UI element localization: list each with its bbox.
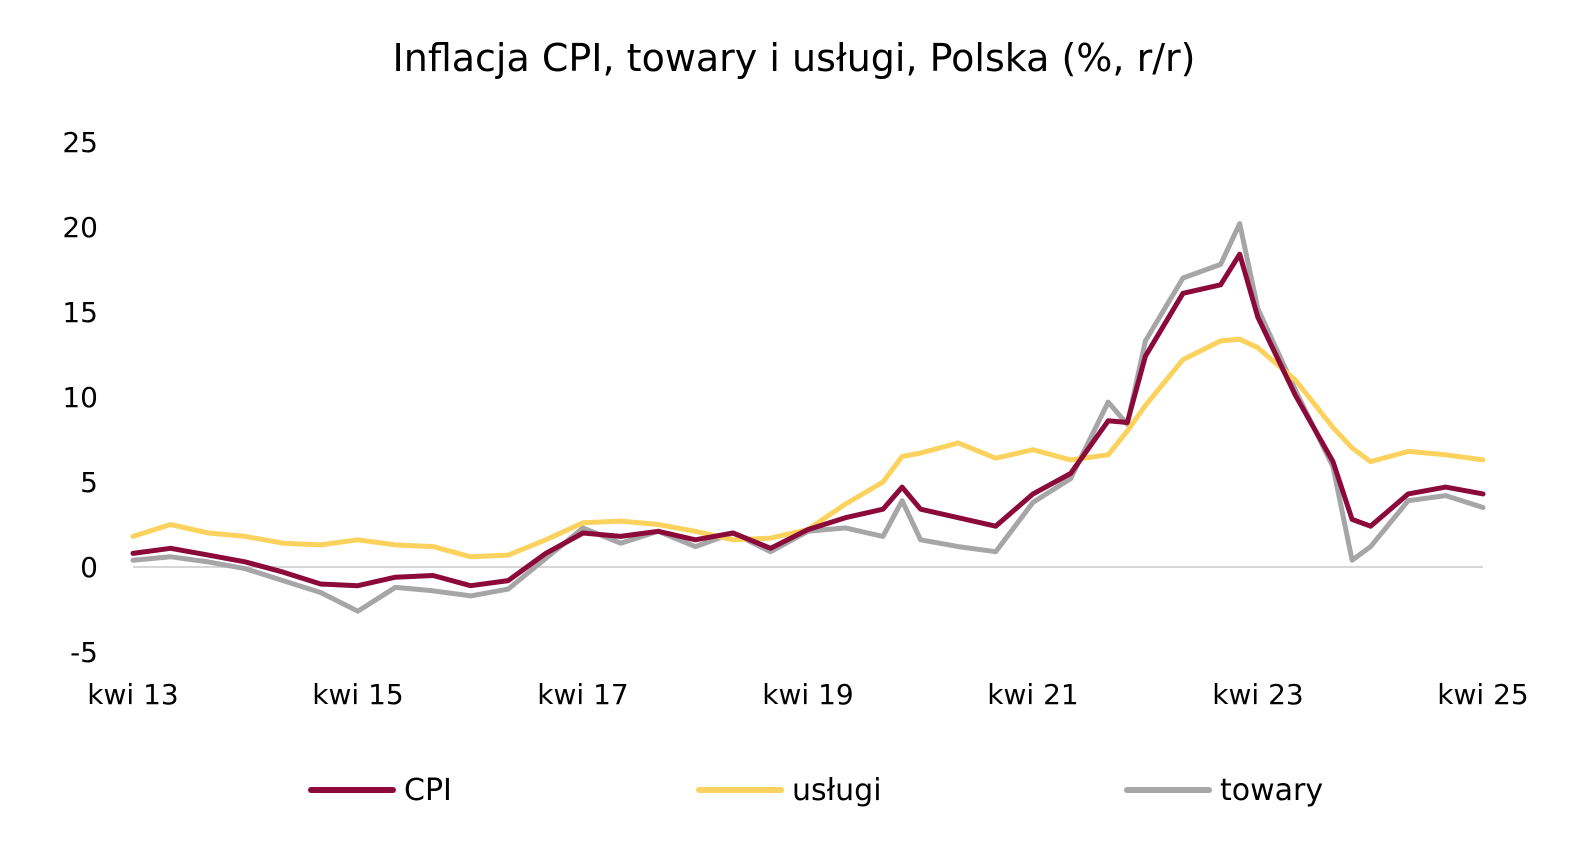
y-tick-label: 15 — [62, 296, 98, 329]
chart-title: Inflacja CPI, towary i usługi, Polska (%… — [392, 36, 1196, 80]
y-tick-label: -5 — [70, 636, 98, 669]
x-tick-label: kwi 15 — [312, 678, 403, 711]
series-line-towary — [130, 221, 1486, 614]
y-tick-label: 0 — [80, 551, 98, 584]
legend-label-cpi: CPI — [404, 772, 452, 808]
x-tick-label: kwi 21 — [987, 678, 1078, 711]
series-lines — [130, 221, 1486, 614]
y-tick-label: 25 — [62, 126, 98, 159]
x-tick-label: kwi 13 — [87, 678, 178, 711]
legend-item-cpi: CPI — [308, 770, 452, 810]
y-tick-label: 5 — [80, 466, 98, 499]
x-tick-label: kwi 25 — [1437, 678, 1528, 711]
legend-label-towary: towary — [1220, 772, 1324, 808]
x-tick-label: kwi 23 — [1212, 678, 1303, 711]
y-tick-label: 10 — [62, 381, 98, 414]
legend-label-uslugi: usługi — [792, 772, 882, 808]
legend-item-towary: towary — [1124, 770, 1323, 810]
legend-swatch-towary — [1124, 787, 1212, 793]
legend-swatch-cpi — [308, 787, 396, 793]
series-line-uslugi — [130, 336, 1486, 560]
legend-swatch-uslugi — [696, 787, 784, 793]
x-tick-label: kwi 19 — [762, 678, 853, 711]
y-tick-label: 20 — [62, 211, 98, 244]
series-line-cpi — [130, 251, 1486, 589]
x-axis-ticks: kwi 13 kwi 15 kwi 17 kwi 19 kwi 21 kwi 23 kwi … — [87, 678, 1528, 711]
y-axis-ticks: 25 20 15 10 5 0 -5 — [62, 126, 98, 669]
legend-item-uslugi: usługi — [696, 770, 882, 810]
x-tick-label: kwi 17 — [537, 678, 628, 711]
